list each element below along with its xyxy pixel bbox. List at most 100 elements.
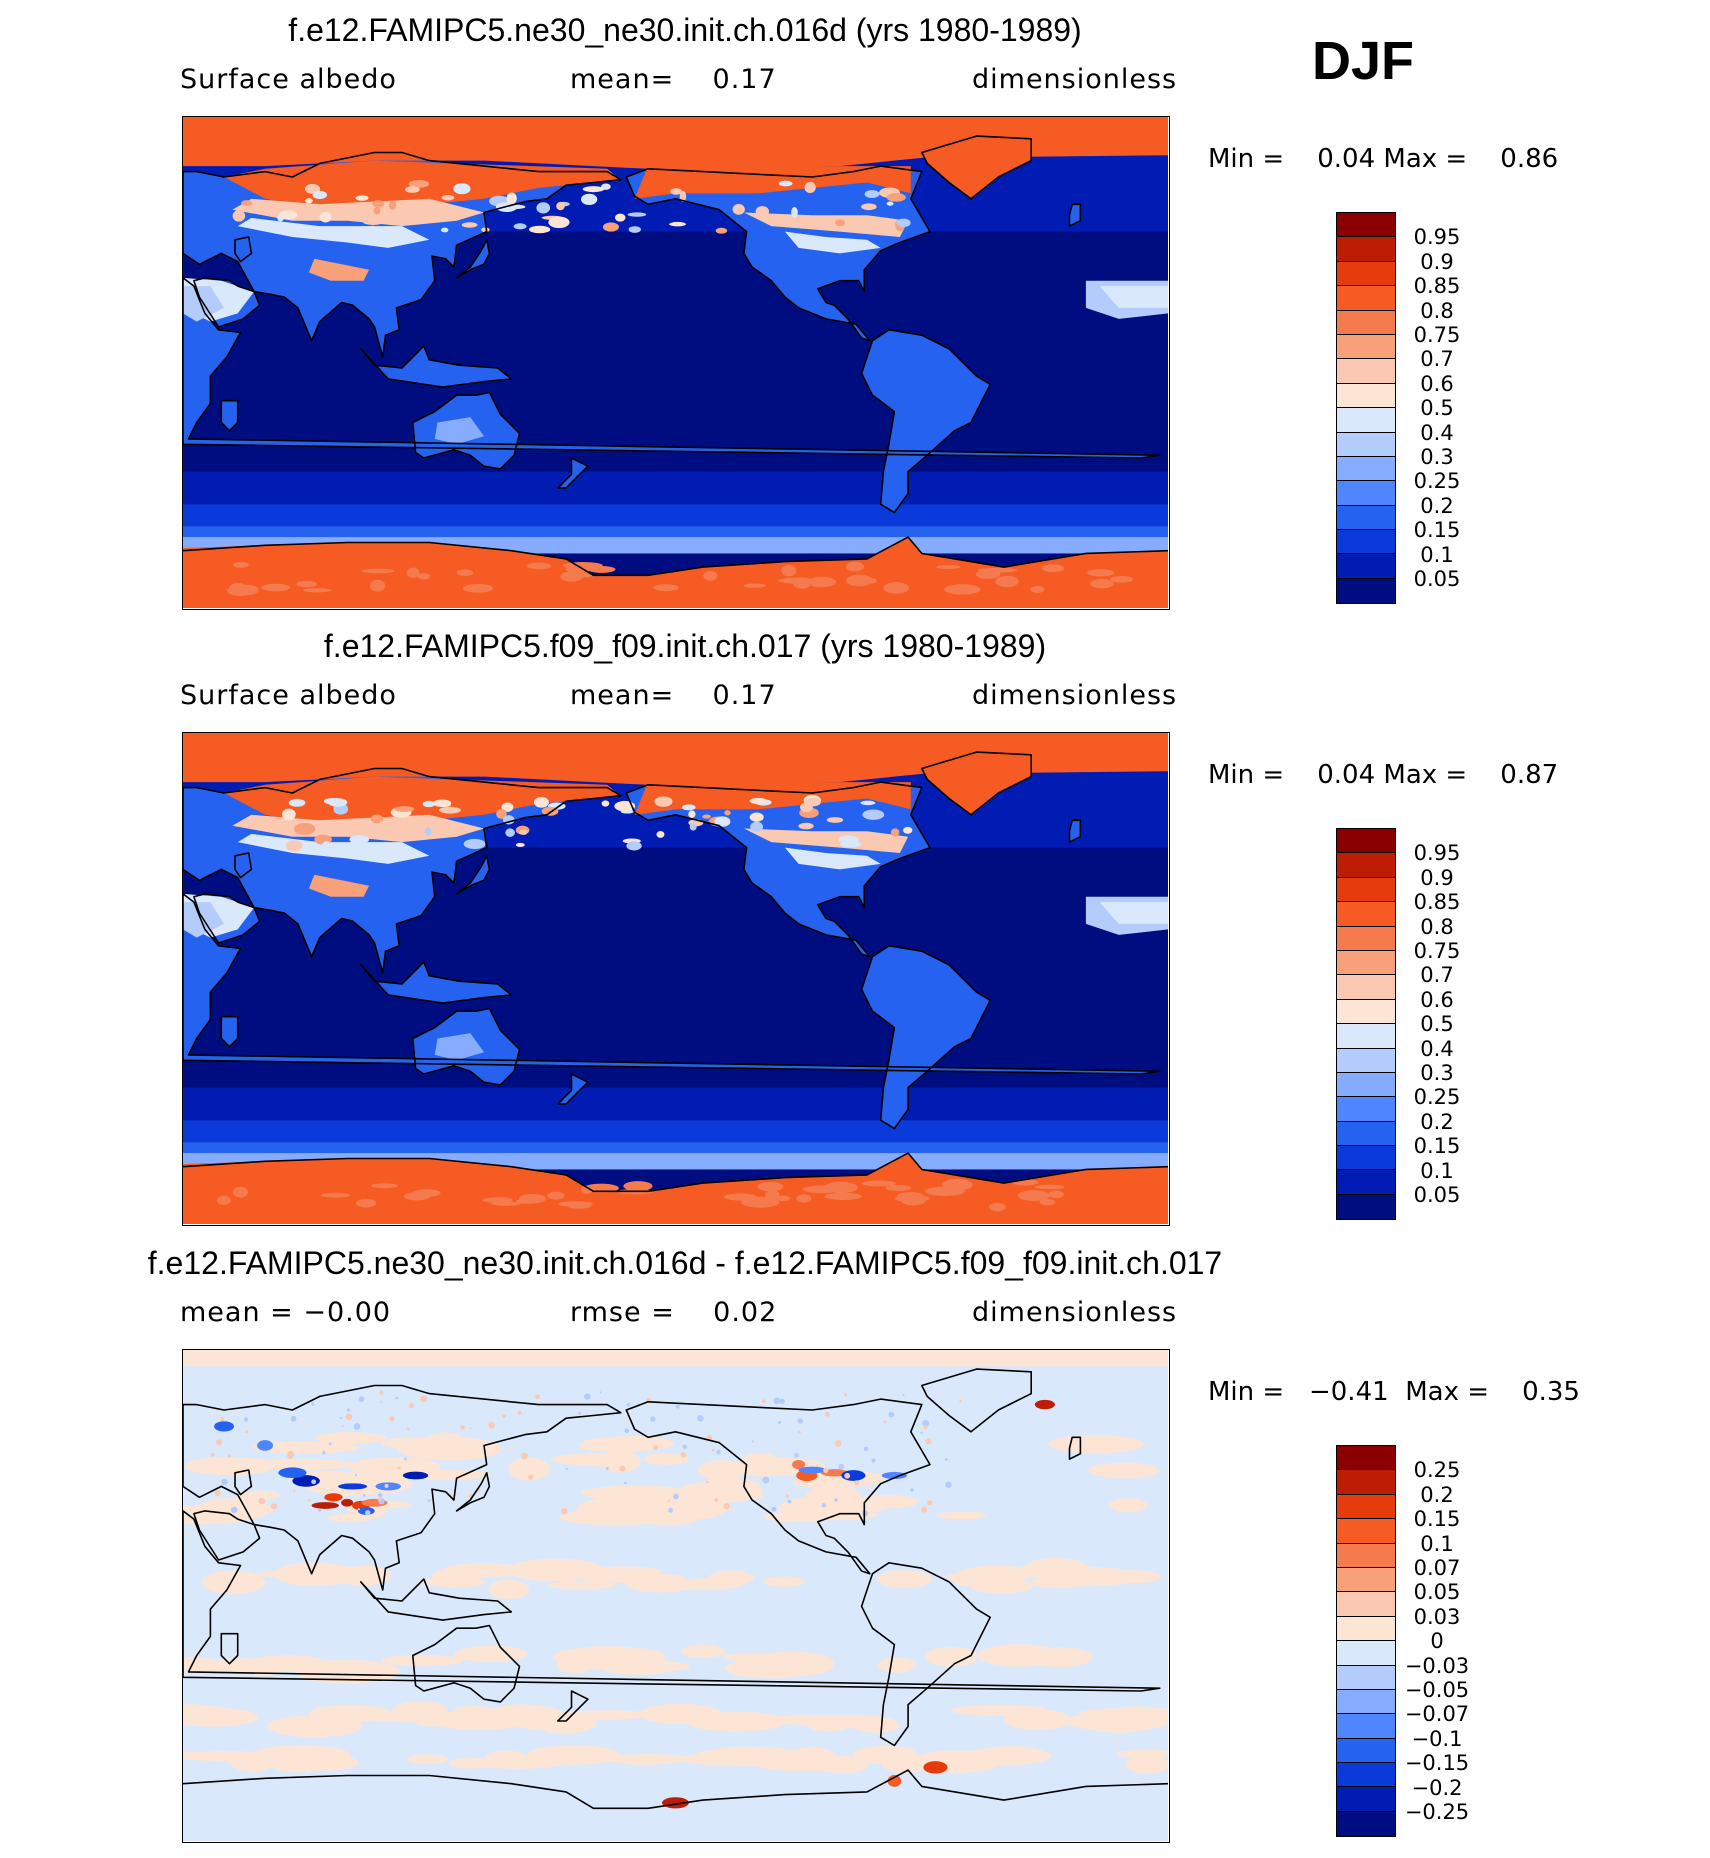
snow-speckle	[282, 808, 296, 821]
noise-speckle	[920, 1431, 923, 1434]
snow-speckle	[800, 802, 813, 813]
ocean-band-south	[183, 471, 1168, 505]
noise-speckle	[406, 1427, 410, 1431]
snow-speckle	[515, 842, 525, 847]
ice-speckle	[417, 573, 431, 580]
noise-speckle	[619, 1465, 626, 1472]
colorbar-tick-label: 0.9	[1420, 865, 1454, 890]
ice-speckle	[936, 564, 961, 569]
mean-readout: mean = −0.00	[180, 1297, 392, 1328]
noise-speckle	[469, 1427, 473, 1430]
ice-speckle	[653, 584, 679, 592]
snow-speckle	[345, 212, 368, 218]
colorbar-tick-label: 0.4	[1420, 1036, 1454, 1061]
snow-speckle	[864, 190, 880, 198]
ice-speckle	[1034, 1184, 1065, 1190]
noise-speckle	[243, 1417, 249, 1422]
snow-speckle	[626, 841, 642, 851]
snow-speckle	[304, 198, 313, 204]
snow-speckle	[628, 226, 641, 233]
colorbar-swatch	[1337, 286, 1395, 311]
positive-patch	[877, 1570, 932, 1589]
positive-patch	[1116, 1749, 1168, 1759]
noise-speckle	[322, 1451, 326, 1455]
noise-speckle	[379, 1390, 384, 1395]
min-max-readout: Min = −0.41 Max = 0.35	[1208, 1377, 1580, 1407]
colorbar-swatch	[1337, 505, 1395, 531]
snow-speckle	[362, 219, 384, 225]
noise-speckle	[871, 1458, 876, 1463]
colorbar-swatch	[1337, 408, 1395, 433]
colorbar-swatch	[1337, 1121, 1395, 1147]
min-max-readout: Min = 0.04 Max = 0.87	[1208, 760, 1559, 790]
colorbar-swatch	[1337, 359, 1395, 384]
colorbar-tick-label: 0	[1430, 1629, 1444, 1654]
negative-anomaly	[214, 1421, 234, 1432]
coastline-uk	[1068, 819, 1082, 843]
colorbar-swatch	[1337, 1592, 1395, 1617]
noise-speckle	[824, 1411, 830, 1417]
snow-speckle	[791, 207, 798, 218]
noise-speckle	[502, 1414, 506, 1418]
ice-speckle	[989, 1202, 1006, 1212]
noise-speckle	[354, 1474, 358, 1477]
units-label: dimensionless	[972, 680, 1178, 711]
colorbar-swatch	[1337, 432, 1395, 457]
colorbar-swatch	[1337, 1811, 1395, 1837]
snow-steppe	[237, 217, 430, 248]
ice-speckle	[861, 1180, 896, 1187]
colorbar-swatch	[1337, 975, 1395, 1000]
coastline-nz	[556, 1690, 589, 1722]
snow-speckle	[533, 796, 549, 808]
land-samerica	[861, 329, 991, 513]
noise-speckle	[521, 1452, 528, 1460]
colorbar-swatch	[1337, 902, 1395, 927]
coastline-africa	[183, 893, 1161, 1075]
snow-midlat	[232, 814, 484, 843]
colorbar-swatch	[1337, 1689, 1395, 1715]
land-indonesia	[360, 962, 512, 1004]
snow-midlat	[232, 198, 484, 227]
noise-speckle	[328, 1442, 332, 1446]
coastline-australia	[412, 1624, 521, 1703]
ice-speckle	[944, 584, 981, 595]
land-samerica	[861, 945, 991, 1129]
snow-speckle	[556, 201, 565, 211]
ice-speckle	[216, 1195, 231, 1206]
snow-speckle	[702, 814, 711, 819]
positive-patch	[482, 1704, 564, 1726]
noise-speckle	[925, 1438, 932, 1445]
noise-speckle	[311, 1479, 317, 1485]
coastline-eurasia	[183, 151, 622, 358]
panel-difference: f.e12.FAMIPC5.ne30_ne30.init.ch.016d - f…	[0, 1233, 1710, 1853]
coastline-greenland	[920, 135, 1033, 200]
colorbar-swatch	[1337, 1097, 1395, 1122]
coastlines	[183, 751, 1168, 1193]
colorbar-swatch	[1337, 1738, 1395, 1764]
snow-speckle	[755, 206, 770, 217]
noise-speckle	[785, 1494, 790, 1498]
land-japan	[456, 239, 490, 278]
ice-speckle	[846, 574, 873, 587]
colorbar-swatch	[1337, 1470, 1395, 1495]
noise-speckle	[883, 1420, 887, 1424]
coastline-namerica	[625, 165, 931, 342]
noise-speckle	[706, 1480, 709, 1484]
snow-speckle	[422, 800, 436, 808]
positive-patch	[950, 1704, 1048, 1716]
colorbar-tick-label: 0.75	[1413, 939, 1461, 963]
noise-speckle	[854, 1480, 860, 1486]
ice-speckle	[261, 583, 291, 592]
noise-speckle	[838, 1463, 845, 1470]
positive-anomaly	[311, 1502, 340, 1509]
land-uk	[1069, 820, 1081, 843]
colorbar-swatch	[1337, 456, 1395, 482]
ice-speckle	[369, 579, 386, 592]
noise-speckle	[365, 1510, 371, 1516]
noise-speckle	[345, 1497, 348, 1500]
ice-speckle	[558, 1201, 593, 1207]
noise-speckle	[723, 1503, 730, 1510]
noise-speckle	[341, 1424, 344, 1427]
noise-speckle	[318, 1508, 322, 1512]
colorbar-tick-label: 0.05	[1413, 1183, 1461, 1207]
